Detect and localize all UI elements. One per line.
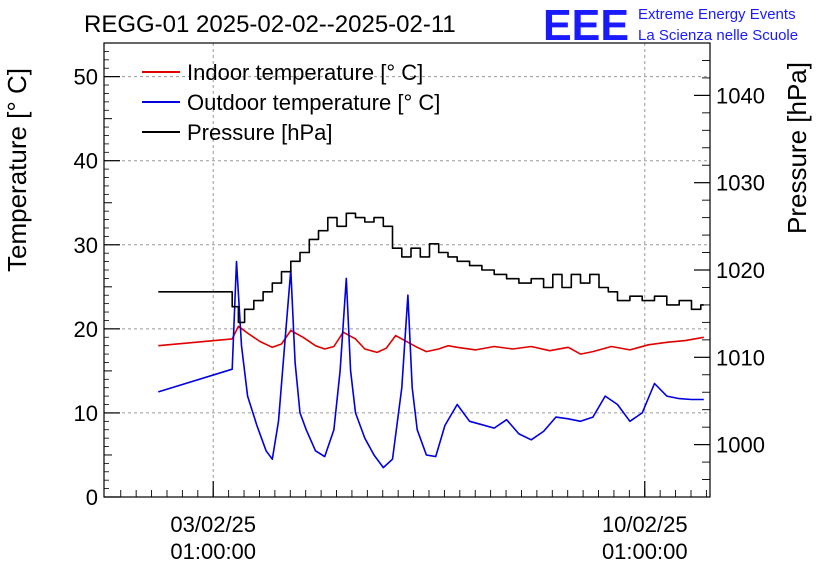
y2-tick-label: 1040 <box>716 83 765 108</box>
legend-label: Outdoor temperature [° C] <box>187 90 440 115</box>
y2-tick-label: 1020 <box>716 258 765 283</box>
y-tick-label: 30 <box>74 233 98 258</box>
legend-label: Pressure [hPa] <box>187 120 333 145</box>
x-tick-label: 03/02/25 <box>170 512 256 537</box>
y2-tick-label: 1000 <box>716 433 765 458</box>
x-tick-label: 01:00:00 <box>170 539 256 564</box>
y-tick-label: 40 <box>74 149 98 174</box>
y-tick-label: 20 <box>74 317 98 342</box>
eee-logo: EEE Extreme Energy Events La Scienza nel… <box>543 1 798 50</box>
series-line <box>158 212 704 324</box>
x-tick-label: 01:00:00 <box>602 539 688 564</box>
y-tick-label: 10 <box>74 401 98 426</box>
series-line <box>158 260 704 469</box>
chart-title: REGG-01 2025-02-02--2025-02-11 <box>84 11 456 38</box>
logo-mark: EEE <box>543 1 629 50</box>
x-tick-label: 10/02/25 <box>602 512 688 537</box>
y-tick-label: 0 <box>86 485 98 510</box>
y2-tick-label: 1010 <box>716 345 765 370</box>
y-axis-title: Temperature [° C] <box>2 68 32 272</box>
y-tick-label: 50 <box>74 65 98 90</box>
logo-line2: La Scienza nelle Scuole <box>638 27 798 44</box>
legend: Indoor temperature [° C] Outdoor temperat… <box>142 60 440 145</box>
legend-label: Indoor temperature [° C] <box>187 60 423 85</box>
series-layer <box>158 212 704 469</box>
grid <box>104 43 710 497</box>
y2-tick-label: 1030 <box>716 171 765 196</box>
y2-axis-title: Pressure [hPa] <box>782 62 812 234</box>
series-line <box>158 325 704 355</box>
axes: 010203040501000101010201030104003/02/250… <box>74 51 765 564</box>
logo-line1: Extreme Energy Events <box>638 6 796 23</box>
